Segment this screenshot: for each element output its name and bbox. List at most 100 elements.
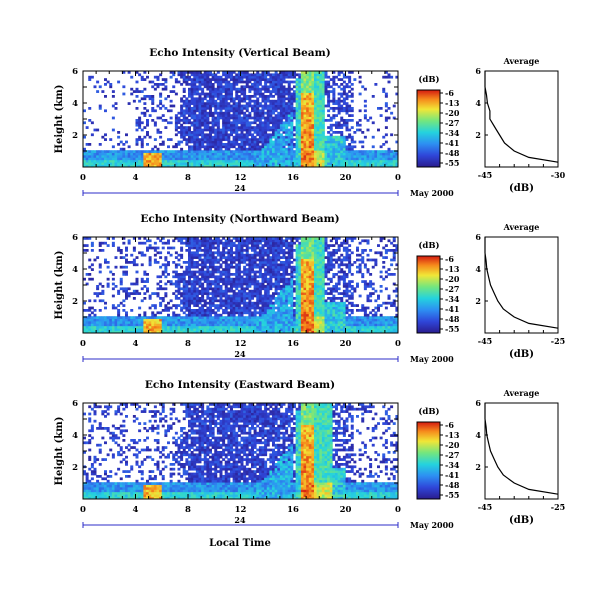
heatmap-cell <box>329 133 333 137</box>
heatmap-cell <box>348 309 352 312</box>
heatmap-cell <box>308 128 312 132</box>
heatmap-cell <box>96 80 100 84</box>
heatmap-cell <box>109 85 113 89</box>
heatmap-cell <box>190 90 194 93</box>
heatmap-cell <box>298 75 302 79</box>
heatmap-cell <box>177 321 181 324</box>
heatmap-cell <box>274 140 278 144</box>
heatmap-cell <box>363 318 367 322</box>
heatmap-cell <box>240 131 244 134</box>
heatmap-cell <box>177 143 181 146</box>
heatmap-cell <box>93 157 97 161</box>
heatmap-cell <box>321 143 325 146</box>
heatmap-cell <box>222 104 226 108</box>
heatmap-cell <box>203 309 207 312</box>
heatmap-cell <box>377 306 380 310</box>
heatmap-cell <box>182 301 186 305</box>
heatmap-cell <box>201 114 205 117</box>
heatmap-cell <box>266 152 270 156</box>
heatmap-cell <box>377 316 380 319</box>
heatmap-cell <box>314 114 317 117</box>
heatmap-cell <box>274 323 278 327</box>
heatmap-cell <box>243 282 247 286</box>
heatmap-cell <box>185 304 189 307</box>
heatmap-cell <box>206 282 210 286</box>
heatmap-cell <box>243 140 247 144</box>
heatmap-cell <box>327 150 331 153</box>
heatmap-cell <box>222 143 226 146</box>
heatmap-cell <box>279 155 283 158</box>
heatmap-cell <box>366 294 370 298</box>
heatmap-cell <box>172 282 176 286</box>
heatmap-cell <box>104 138 107 141</box>
heatmap-cell <box>216 292 220 295</box>
heatmap-cell <box>340 133 344 137</box>
heatmap-cell <box>300 287 304 291</box>
heatmap-cell <box>300 309 304 312</box>
heatmap-cell <box>345 104 349 108</box>
heatmap-cell <box>332 80 336 84</box>
heatmap-cell <box>369 321 373 324</box>
heatmap-cell <box>193 123 197 127</box>
heatmap-cell <box>342 143 346 146</box>
heatmap-cell <box>201 83 205 86</box>
heatmap-cell <box>240 109 244 113</box>
heatmap <box>83 237 399 334</box>
heatmap-cell <box>188 121 191 125</box>
heatmap-cell <box>182 162 186 165</box>
heatmap-cell <box>143 95 147 98</box>
heatmap-cell <box>319 140 323 144</box>
heatmap-cell <box>311 323 315 327</box>
heatmap-cell <box>363 325 367 329</box>
heatmap-cell <box>224 78 228 81</box>
heatmap-cell <box>243 123 247 127</box>
heatmap-cell <box>311 99 315 103</box>
heatmap-cell <box>261 78 265 81</box>
heatmap-cell <box>306 285 310 288</box>
heatmap-cell <box>237 297 241 300</box>
heatmap-cell <box>172 316 176 319</box>
heatmap-cell <box>324 325 328 329</box>
heatmap-cell <box>209 304 212 307</box>
heatmap-cell <box>83 318 86 322</box>
heatmap-cell <box>193 73 197 77</box>
heatmap-cell <box>190 316 194 319</box>
heatmap-cell <box>282 159 286 163</box>
heatmap-cell <box>159 285 163 288</box>
heatmap-cell <box>148 297 152 300</box>
heatmap-cell <box>332 328 336 331</box>
heatmap-cell <box>279 138 283 141</box>
heatmap-cell <box>300 285 304 288</box>
heatmap-cell <box>319 309 323 312</box>
heatmap-cell <box>185 107 189 110</box>
heatmap-cell <box>258 80 262 84</box>
heatmap-cell <box>203 155 207 158</box>
heatmap-cell <box>369 328 373 331</box>
heatmap-cell <box>319 126 323 129</box>
heatmap-cell <box>298 140 302 144</box>
heatmap-cell <box>161 119 165 122</box>
heatmap-cell <box>240 111 244 115</box>
heatmap-cell <box>300 131 304 134</box>
heatmap-cell <box>258 297 262 300</box>
heatmap-cell <box>298 316 302 319</box>
heatmap-cell <box>340 119 344 122</box>
heatmap-cell <box>363 109 367 113</box>
heatmap-cell <box>88 155 92 158</box>
heatmap-cell <box>345 323 349 327</box>
heatmap-cell <box>387 107 391 110</box>
heatmap-cell <box>295 292 299 295</box>
heatmap-cell <box>135 143 139 146</box>
heatmap-cell <box>258 157 262 161</box>
heatmap-cell <box>327 330 331 334</box>
heatmap-cell <box>266 150 270 153</box>
heatmap-cell <box>148 97 152 101</box>
heatmap-cell <box>195 80 199 84</box>
heatmap-cell <box>329 152 333 156</box>
heatmap-cell <box>195 318 199 322</box>
heatmap-cell <box>348 162 352 165</box>
heatmap-cell <box>266 140 270 144</box>
heatmap-cell <box>245 157 249 161</box>
heatmap-cell <box>319 116 323 120</box>
heatmap-cell <box>264 126 268 129</box>
